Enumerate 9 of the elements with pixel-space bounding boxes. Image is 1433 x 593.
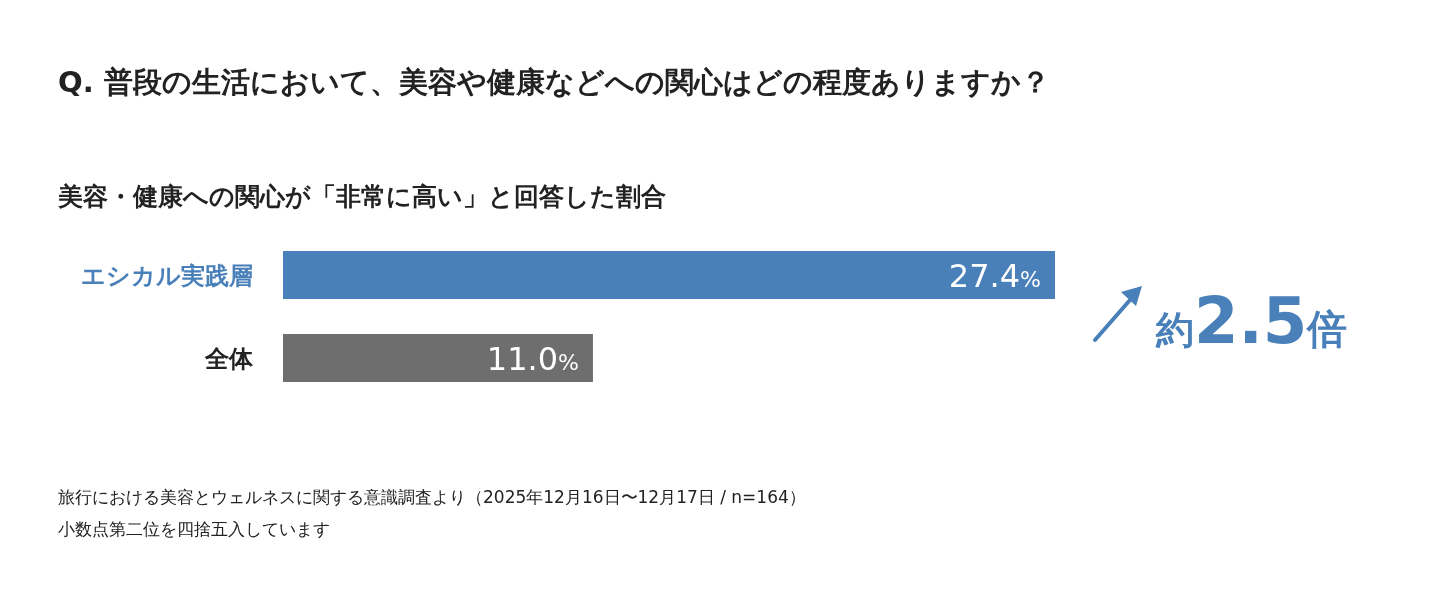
data-label: 11.0% [486, 340, 579, 378]
text: 小数点第二位を四捨五入しています [58, 519, 330, 539]
chart-title: Q. 普段の生活において、美容や健康などへの関心はどの程度ありますか？ [58, 65, 1050, 99]
y-tick-label: 全体 [204, 345, 254, 373]
data-label: 27.4% [948, 257, 1041, 295]
text: 旅行における美容とウェルネスに関する意識調査より（2025年12月16日〜12月17日 / n=164） [58, 487, 806, 507]
y-tick-label: エシカル実践層 [81, 262, 253, 290]
chart-subtitle: 美容・健康への関心が「非常に高い」と回答した割合 [57, 182, 666, 211]
text: 約2.5倍 [1155, 284, 1348, 358]
